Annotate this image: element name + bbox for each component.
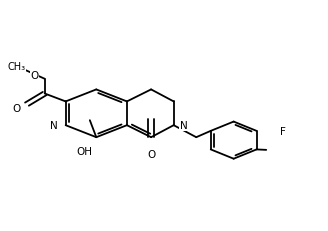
Text: O: O xyxy=(147,149,155,159)
Text: N: N xyxy=(180,121,188,131)
Text: F: F xyxy=(280,126,286,136)
Text: O: O xyxy=(12,104,20,114)
Text: O: O xyxy=(30,71,38,81)
Text: OH: OH xyxy=(76,146,92,156)
Text: N: N xyxy=(50,121,58,131)
Text: CH₃: CH₃ xyxy=(7,62,25,72)
